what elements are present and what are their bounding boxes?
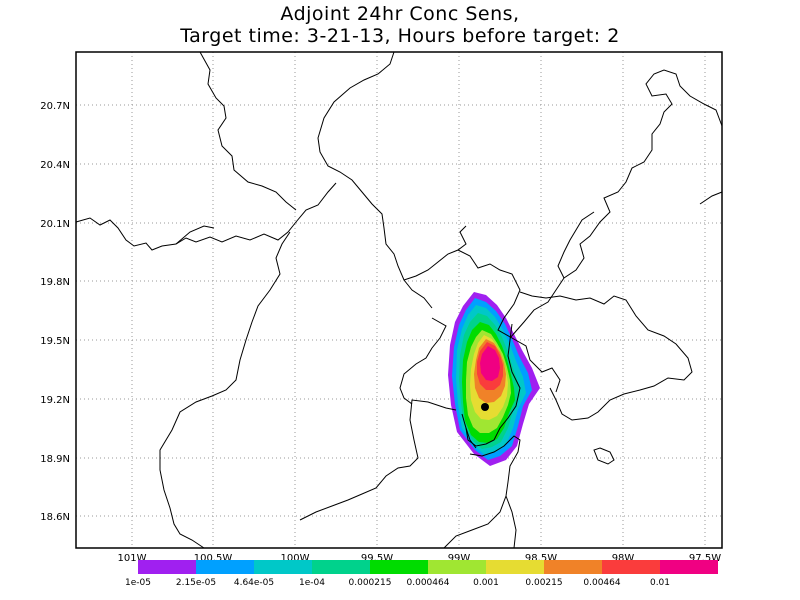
legend-label: 0.001 (473, 578, 499, 588)
legend-swatch (254, 560, 312, 574)
legend-swatch (602, 560, 660, 574)
longitude-axis: 101W 100.5W 100W 99.5W 99W 98.5W 98W 97.… (118, 553, 722, 564)
legend-label: 0.00464 (583, 578, 620, 588)
map-frame (75, 51, 723, 549)
lon-label: 99.5W (361, 553, 393, 564)
lat-label: 20.4N (40, 160, 70, 171)
legend-label: 1e-05 (125, 578, 151, 588)
map-title-line2: Target time: 3-21-13, Hours before targe… (180, 25, 620, 47)
legend-swatch (370, 560, 428, 574)
lon-label: 101W (118, 553, 147, 564)
legend-label: 0.00215 (525, 578, 562, 588)
legend-label: 4.64e-05 (234, 578, 274, 588)
legend-swatch (660, 560, 718, 574)
lon-label: 99W (448, 553, 471, 564)
lat-label: 18.6N (40, 512, 70, 523)
lon-label: 98.5W (525, 553, 557, 564)
legend-label: 1e-04 (299, 578, 325, 588)
gridlines (76, 52, 722, 548)
color-legend (138, 560, 718, 574)
legend-swatch (196, 560, 254, 574)
target-location-marker (481, 403, 489, 411)
legend-label: 0.000464 (407, 578, 450, 588)
lon-label: 100W (281, 553, 310, 564)
lat-label: 19.2N (40, 395, 70, 406)
legend-label: 0.01 (650, 578, 670, 588)
legend-swatch (312, 560, 370, 574)
legend-swatch (486, 560, 544, 574)
lat-label: 20.1N (40, 219, 70, 230)
latitude-axis: 20.7N 20.4N 20.1N 19.8N 19.5N 19.2N 18.9… (40, 101, 70, 523)
lat-label: 19.5N (40, 336, 70, 347)
legend-label: 2.15e-05 (176, 578, 216, 588)
lat-label: 20.7N (40, 101, 70, 112)
lon-label: 100.5W (194, 553, 233, 564)
lon-label: 97.5W (689, 553, 721, 564)
legend-swatch (544, 560, 602, 574)
legend-swatch (428, 560, 486, 574)
map-title-line1: Adjoint 24hr Conc Sens, (280, 3, 520, 25)
legend-labels: 1e-05 2.15e-05 4.64e-05 1e-04 0.000215 0… (125, 578, 670, 588)
lat-label: 19.8N (40, 277, 70, 288)
lat-label: 18.9N (40, 454, 70, 465)
legend-label: 0.000215 (349, 578, 392, 588)
lon-label: 98W (612, 553, 635, 564)
state-boundaries (75, 51, 723, 549)
legend-swatch (138, 560, 196, 574)
